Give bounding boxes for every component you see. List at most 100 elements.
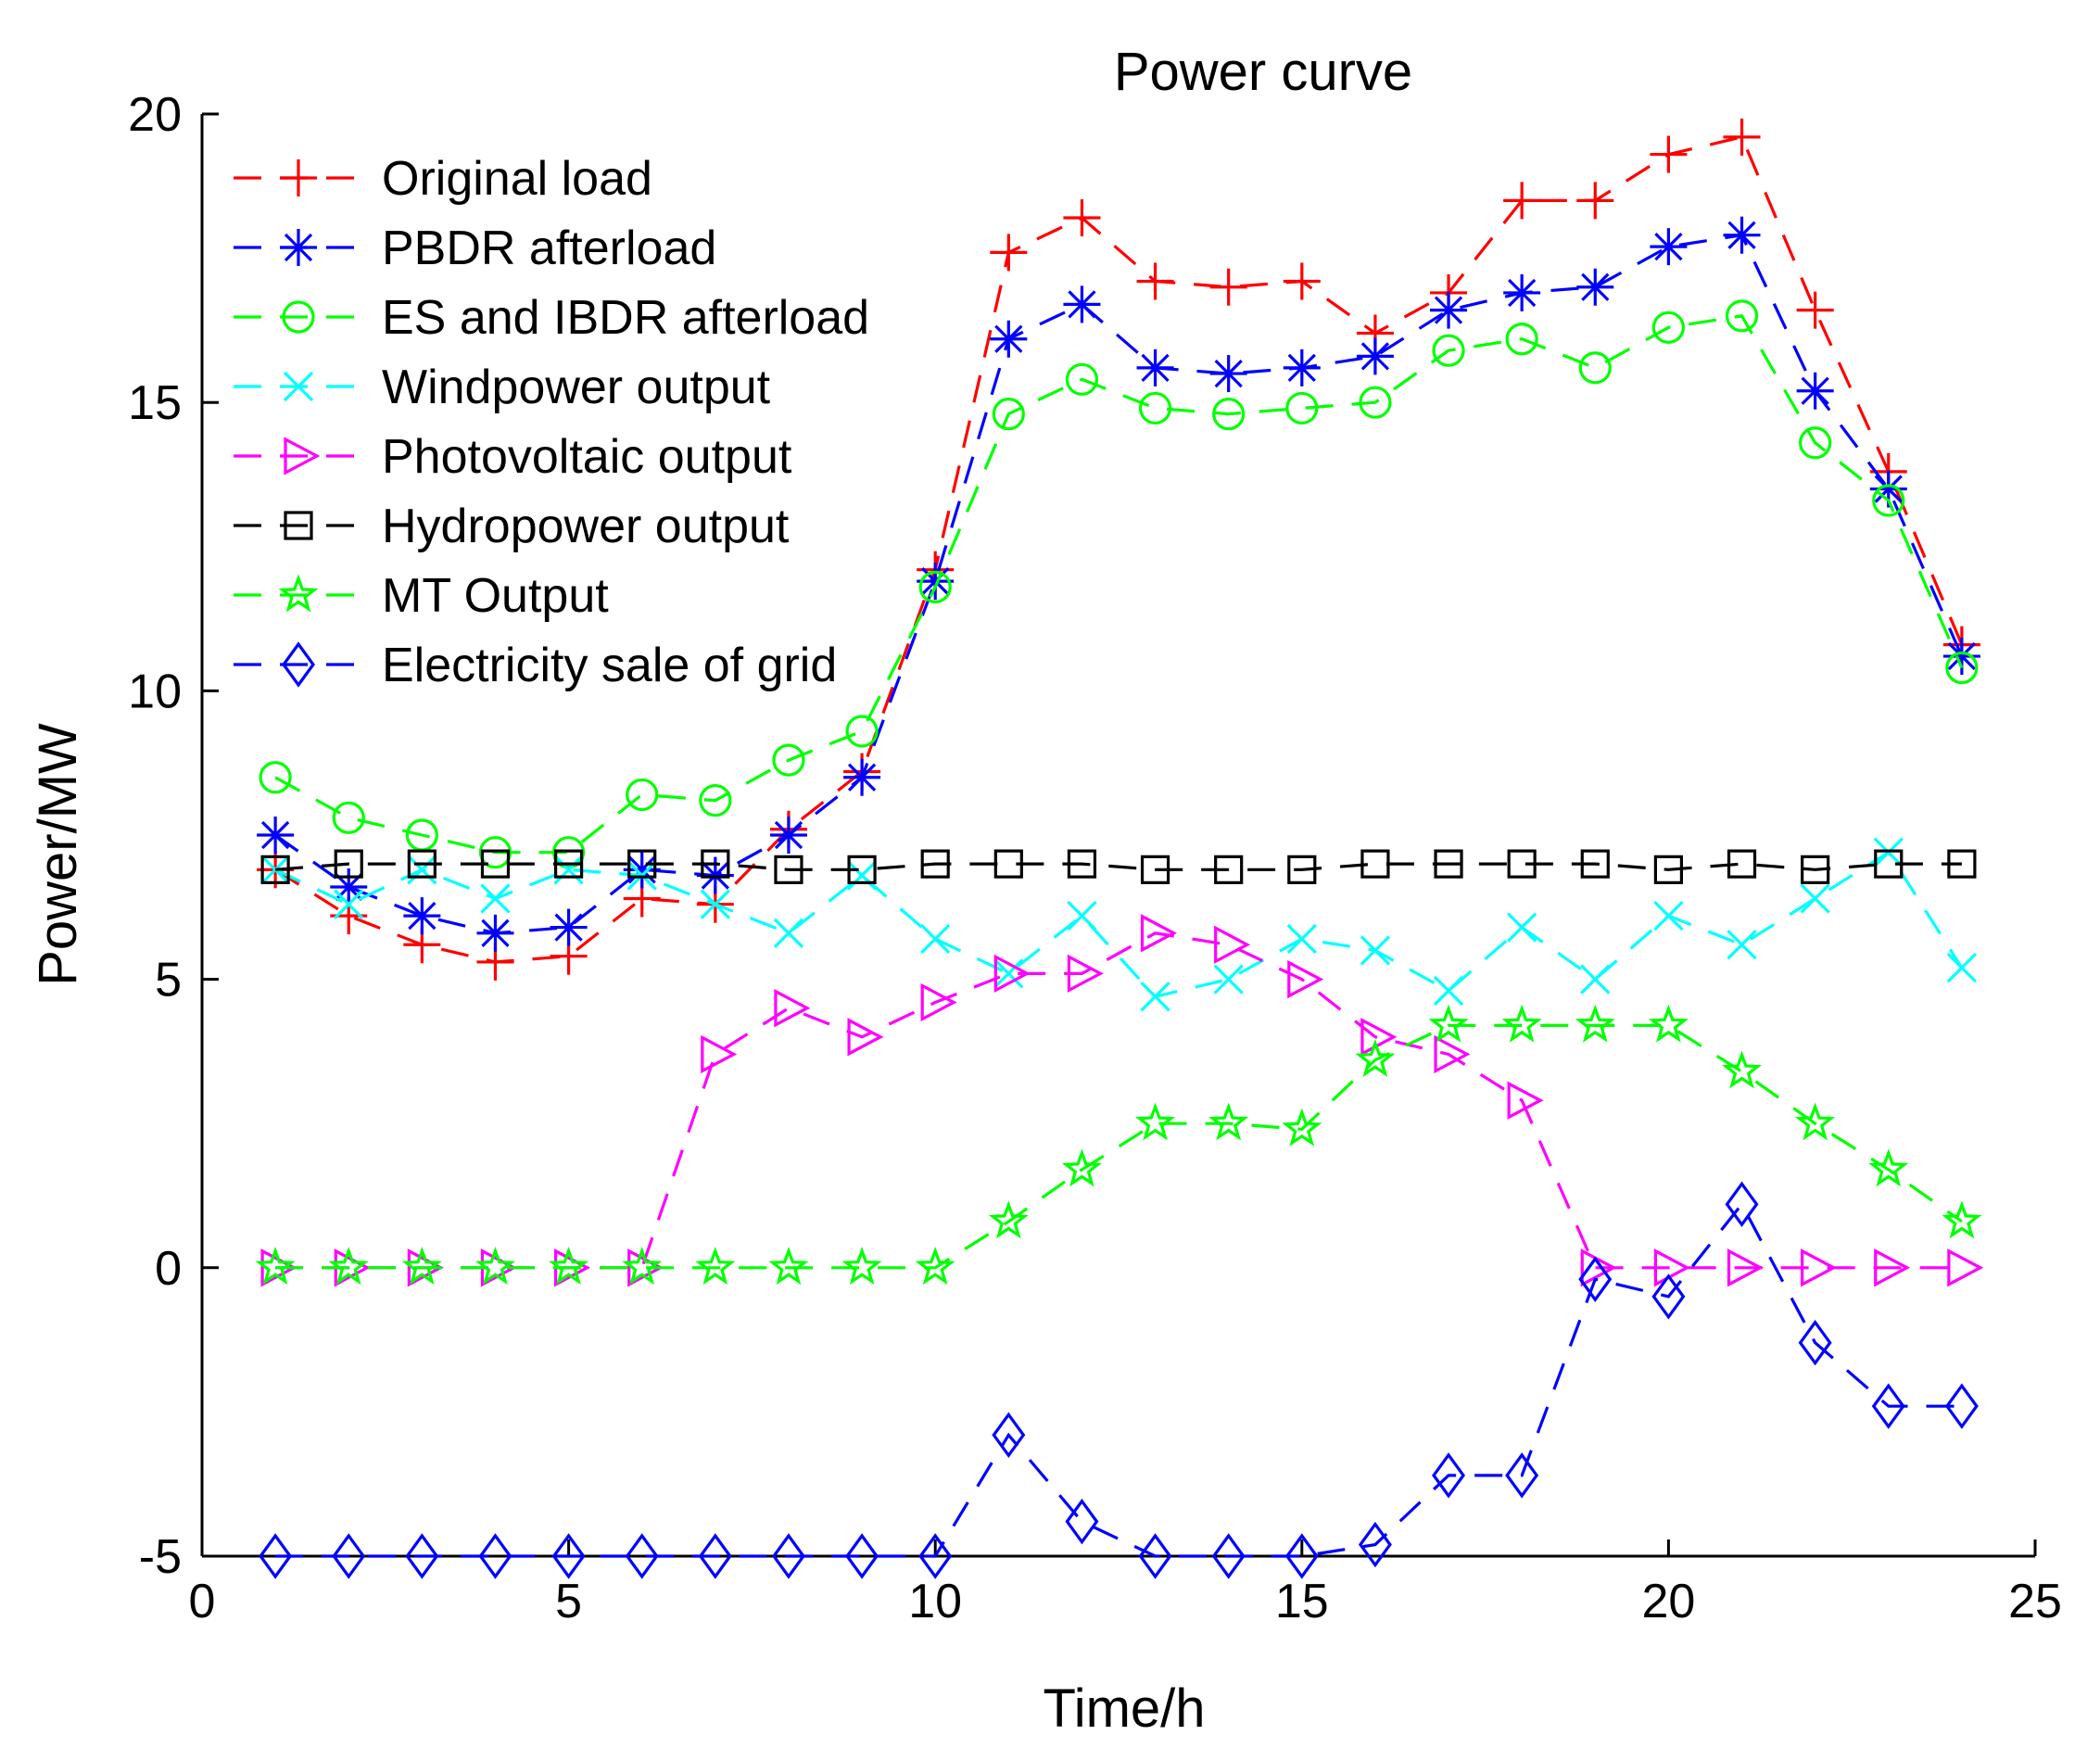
data-point [1067,901,1097,931]
data-point [699,784,732,817]
legend-label: PBDR afterload [382,222,716,275]
data-point [1359,386,1392,419]
legend-label: Photovoltaic output [382,430,792,484]
legend-entry: Original load [234,152,652,206]
data-point [260,855,290,884]
data-point [1061,1148,1102,1187]
data-point [1651,1273,1686,1320]
data-point [769,817,807,854]
x-tick-label: 25 [2008,1575,2062,1628]
data-point [1065,362,1099,396]
data-point [1140,914,1177,953]
data-point [1945,651,1979,685]
series-6 [255,1004,1982,1286]
data-point [1795,1102,1836,1141]
series-5 [260,849,1977,884]
data-point [1576,268,1614,306]
legend-entry: Electricity sale of grid [234,639,837,692]
x-axis-title: Time/h [1043,1678,1205,1739]
data-point [1063,199,1101,237]
data-point [847,1018,884,1057]
data-point [550,908,588,946]
data-point [405,1533,439,1579]
data-point [626,778,659,812]
data-point [1727,930,1757,960]
legend-marker [280,229,317,266]
data-point [1356,337,1394,375]
x-tick-label: 15 [1275,1575,1329,1628]
data-point [992,1412,1026,1459]
legend-label: MT Output [382,569,609,623]
data-point [841,1247,882,1286]
y-tick-label: 10 [128,665,182,718]
data-point [1578,351,1612,385]
data-point [1801,855,1830,884]
data-point [475,1247,515,1286]
legend-marker [282,641,315,688]
data-point [328,1247,369,1286]
data-point [401,1247,442,1286]
data-point [918,1533,953,1579]
data-point [1283,348,1321,386]
legend-marker [282,300,315,334]
data-point [259,1533,293,1579]
x-tick-label: 0 [189,1575,216,1628]
y-tick-label: 15 [128,376,182,430]
y-axis-title: Power/MW [28,723,88,986]
data-point [1433,975,1464,1007]
data-point [1578,1256,1613,1302]
data-point [1801,1248,1838,1287]
data-point [1653,901,1684,931]
data-point [1214,855,1244,884]
data-point [1799,426,1832,460]
data-point [1580,849,1610,879]
data-point [992,398,1025,431]
data-point [1944,1383,1979,1429]
legend-entry: ES and IBDR afterload [234,291,869,345]
data-point [1286,923,1317,955]
data-point [1211,1533,1246,1579]
data-point [1507,849,1537,879]
data-point [1947,849,1977,879]
data-point [1946,953,1978,983]
data-point [695,1247,736,1286]
data-point [551,1533,586,1579]
legend-entry: Hydropower output [234,500,790,553]
data-point [1355,1039,1396,1078]
data-point [1651,310,1686,344]
data-point [1067,954,1104,994]
data-point [1430,291,1468,329]
data-point [1138,1533,1172,1579]
data-point [1287,959,1324,999]
data-point [1575,1004,1615,1043]
data-point [1653,1248,1690,1287]
data-point [255,1247,296,1286]
y-tick-label: 5 [155,954,182,1007]
data-point [920,923,951,955]
data-point [1800,883,1830,914]
data-point [1063,285,1101,323]
series-7 [259,1181,1979,1579]
data-point [847,855,877,884]
data-point [259,761,292,794]
data-point [625,1533,659,1579]
data-point [1434,1034,1471,1074]
data-point [1138,391,1172,425]
data-point [773,918,804,948]
data-point [1868,1148,1909,1187]
data-point [1503,273,1541,311]
data-point [480,883,511,914]
data-point [1503,182,1541,220]
legend-marker [283,371,314,402]
data-point [1723,118,1761,156]
data-point [843,758,881,796]
data-point [622,1247,663,1286]
data-point [334,849,363,879]
data-point [478,836,512,869]
data-point [1213,964,1244,994]
series-layer [255,118,1984,1579]
data-point [1653,855,1684,884]
data-point [1505,1452,1539,1499]
